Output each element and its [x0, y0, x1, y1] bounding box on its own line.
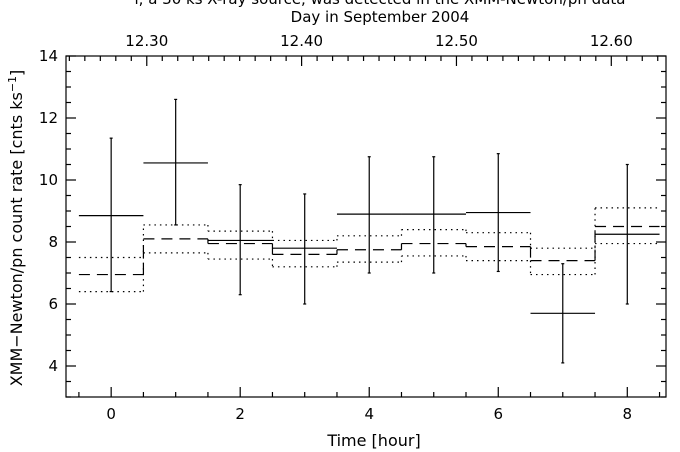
plot-frame — [65, 55, 667, 398]
top-caption-fragment: i, a 30 ks X-ray source, was detected in… — [135, 0, 626, 8]
y-tick-label: 14 — [39, 47, 58, 65]
y-tick-label: 10 — [39, 171, 58, 189]
x-tick-label: 2 — [235, 405, 245, 423]
x-tick-label: 0 — [106, 405, 116, 423]
x-tick-label: 8 — [623, 405, 633, 423]
x-tick-label: 6 — [493, 405, 503, 423]
y-axis-label-superscript: −1 — [6, 76, 19, 92]
x-tick-label: 4 — [364, 405, 374, 423]
y-axis-label: XMM−Newton/pn count rate [cnts ks−1] — [6, 70, 26, 387]
y-axis-label-main: XMM−Newton/pn count rate [cnts ks — [7, 92, 26, 386]
top-tick-label: 12.50 — [435, 32, 478, 50]
y-tick-label: 4 — [48, 357, 58, 375]
top-tick-label: 12.30 — [125, 32, 168, 50]
top-tick-label: 12.40 — [280, 32, 323, 50]
y-tick-label: 6 — [48, 295, 58, 313]
top-axis-label: Day in September 2004 — [291, 8, 470, 26]
y-tick-label: 8 — [48, 233, 58, 251]
axes: 0 2 4 6 8 4 6 8 10 12 14 12.30 12.40 12.50 12.60 — [39, 32, 667, 423]
top-tick-label: 12.60 — [590, 32, 633, 50]
y-tick-label: 12 — [39, 109, 58, 127]
data-marks — [78, 98, 660, 364]
y-axis-label-close: ] — [7, 70, 26, 76]
x-axis-label: Time [hour] — [326, 431, 420, 450]
